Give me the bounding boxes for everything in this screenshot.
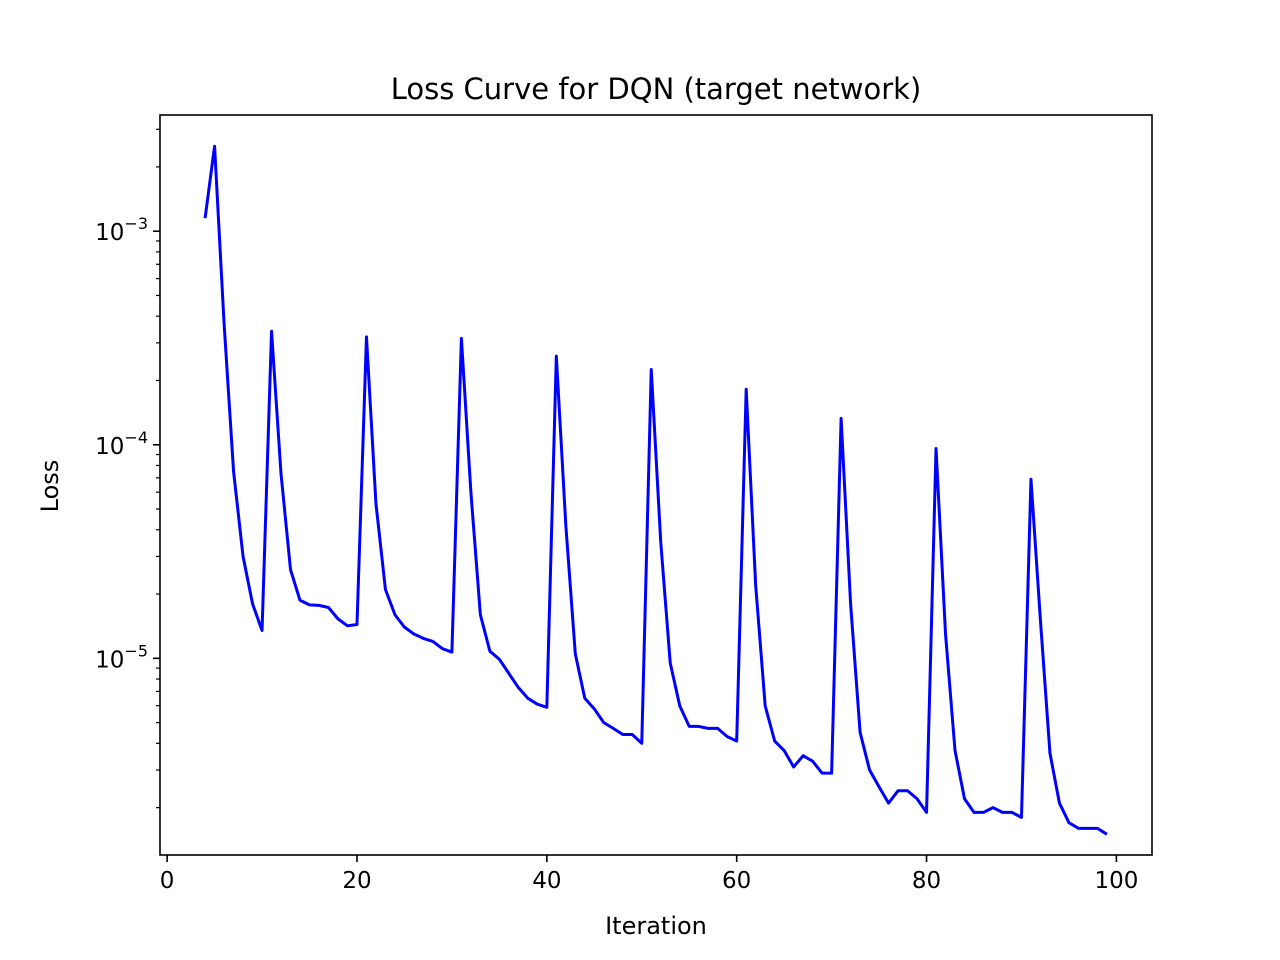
y-tick-label: 10−5 bbox=[95, 641, 148, 673]
y-tick-label-base: 10 bbox=[95, 647, 124, 673]
x-tick-label: 60 bbox=[722, 868, 751, 894]
y-tick-label-exponent: −3 bbox=[124, 214, 148, 233]
axes-frame bbox=[159, 114, 1153, 856]
x-axis-label: Iteration bbox=[605, 912, 707, 940]
y-tick-label-exponent: −5 bbox=[124, 641, 148, 660]
x-tick-label: 80 bbox=[912, 868, 941, 894]
series-line-0 bbox=[203, 144, 1108, 836]
x-tick-label: 100 bbox=[1094, 868, 1138, 894]
x-tick-label: 40 bbox=[532, 868, 561, 894]
chart-title: Loss Curve for DQN (target network) bbox=[391, 72, 922, 106]
x-tick-label: 0 bbox=[160, 868, 175, 894]
y-tick-label-base: 10 bbox=[95, 220, 124, 246]
y-axis-label: Loss bbox=[36, 460, 64, 513]
y-tick-label-exponent: −4 bbox=[124, 428, 148, 447]
y-tick-label-base: 10 bbox=[95, 434, 124, 460]
x-tick-label: 20 bbox=[342, 868, 371, 894]
y-tick-label: 10−4 bbox=[95, 428, 148, 460]
y-tick-label: 10−3 bbox=[95, 214, 148, 246]
